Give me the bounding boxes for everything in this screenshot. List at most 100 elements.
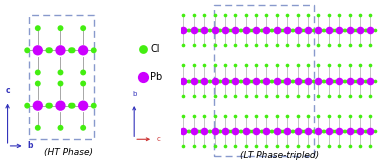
Point — [222, 129, 228, 132]
Point — [180, 79, 186, 82]
Point — [326, 44, 332, 47]
Point — [284, 129, 290, 132]
Text: b: b — [27, 141, 33, 150]
Point — [180, 94, 186, 97]
Point — [253, 64, 259, 67]
Point — [80, 49, 86, 52]
Point — [24, 104, 30, 107]
Point — [191, 129, 197, 132]
Point — [289, 79, 295, 82]
Point — [211, 79, 217, 82]
Point — [363, 29, 369, 32]
Point — [289, 129, 295, 132]
Point — [320, 129, 326, 132]
Point — [257, 29, 263, 32]
Point — [278, 79, 284, 82]
Point — [68, 104, 74, 107]
Point — [332, 129, 338, 132]
Point — [57, 49, 64, 52]
Point — [315, 114, 321, 117]
Point — [311, 29, 317, 32]
Point — [35, 127, 41, 129]
Point — [243, 145, 249, 147]
Point — [201, 114, 207, 117]
Point — [201, 44, 207, 47]
Point — [237, 129, 243, 132]
Point — [263, 94, 270, 97]
Point — [80, 127, 86, 129]
Point — [295, 64, 301, 67]
Point — [222, 64, 228, 67]
Point — [211, 94, 217, 97]
Point — [295, 94, 301, 97]
Point — [341, 79, 347, 82]
Point — [336, 44, 342, 47]
Point — [284, 14, 290, 16]
Point — [180, 64, 186, 67]
Point — [180, 44, 186, 47]
Point — [80, 27, 86, 29]
Point — [216, 29, 222, 32]
Point — [289, 29, 295, 32]
Point — [315, 145, 321, 147]
Point — [180, 14, 186, 16]
Point — [253, 145, 259, 147]
Point — [238, 29, 244, 32]
Point — [228, 129, 234, 132]
Point — [367, 129, 373, 132]
Point — [232, 44, 238, 47]
Point — [139, 76, 146, 78]
Point — [342, 29, 348, 32]
Point — [253, 114, 259, 117]
Point — [351, 129, 357, 132]
Point — [290, 129, 296, 132]
Point — [336, 114, 342, 117]
Point — [201, 145, 207, 147]
Point — [226, 79, 232, 82]
Point — [299, 29, 305, 32]
Point — [310, 129, 316, 132]
Point — [274, 129, 280, 132]
Point — [347, 44, 353, 47]
Point — [357, 64, 363, 67]
Point — [347, 114, 353, 117]
Text: b: b — [132, 91, 136, 97]
Point — [197, 29, 203, 32]
Point — [336, 94, 342, 97]
Point — [284, 79, 290, 82]
Point — [216, 79, 222, 82]
Point — [357, 145, 363, 147]
Point — [299, 79, 305, 82]
Point — [367, 145, 373, 147]
Point — [326, 64, 332, 67]
Point — [45, 104, 51, 107]
Point — [186, 129, 192, 132]
Point — [336, 64, 342, 67]
Point — [280, 29, 286, 32]
Point — [222, 94, 228, 97]
Point — [347, 145, 353, 147]
Point — [211, 14, 217, 16]
Point — [211, 129, 217, 132]
Point — [228, 29, 234, 32]
Point — [269, 129, 275, 132]
Point — [201, 14, 207, 16]
Point — [295, 79, 301, 82]
Point — [263, 64, 270, 67]
Point — [305, 14, 311, 16]
Point — [357, 14, 363, 16]
Point — [243, 129, 249, 132]
Point — [191, 114, 197, 117]
Point — [217, 79, 223, 82]
Point — [310, 29, 316, 32]
Point — [301, 29, 307, 32]
Point — [352, 79, 358, 82]
Point — [342, 79, 348, 82]
Point — [330, 129, 336, 132]
Point — [321, 79, 327, 82]
Point — [263, 14, 270, 16]
Point — [280, 129, 286, 132]
Point — [357, 129, 363, 132]
Point — [347, 129, 353, 132]
Point — [232, 145, 238, 147]
